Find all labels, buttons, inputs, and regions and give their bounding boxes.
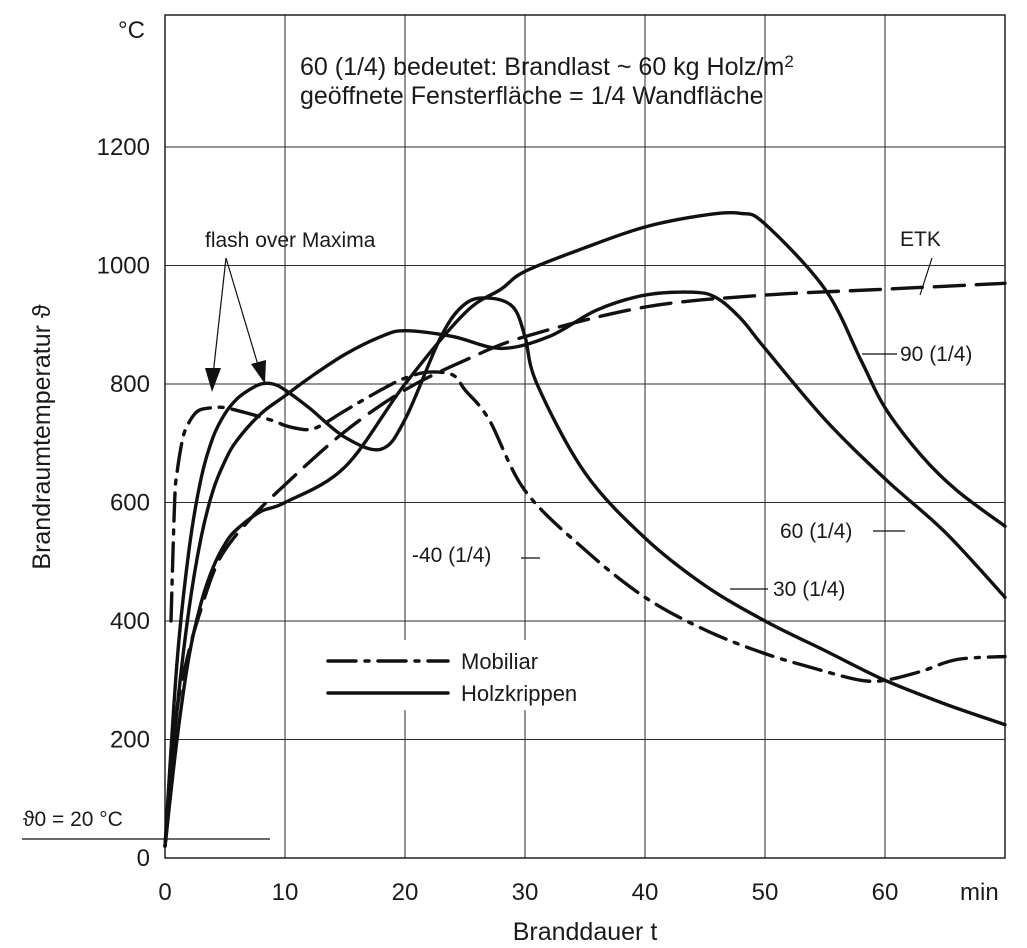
y-tick-label: 0 [137, 845, 150, 872]
flash-over-arrowhead-1 [205, 368, 221, 392]
x-axis-title: Branddauer t [513, 918, 658, 946]
plot-frame [164, 14, 1006, 859]
flash-over-label: flash over Maxima [205, 229, 376, 252]
series-layer [163, 210, 1007, 848]
series-line-60-1-4 [163, 290, 1007, 848]
x-tick-label: 50 [752, 879, 779, 906]
y-tick-label: 400 [110, 608, 150, 635]
etk-label: ETK [900, 228, 941, 251]
label-60: 60 (1/4) [780, 520, 852, 543]
x-tick-label: 10 [272, 879, 299, 906]
x-unit-label: min [960, 879, 999, 906]
legend-background [318, 640, 618, 710]
y-unit-label: °C [118, 17, 145, 44]
y-tick-label: 200 [110, 727, 150, 754]
legend-label-holzkrippen: Holzkrippen [461, 681, 577, 706]
x-tick-label: 20 [392, 879, 419, 906]
label-30: 30 (1/4) [773, 578, 845, 601]
label-40: -40 (1/4) [412, 544, 491, 567]
series-line-90-1-4 [163, 210, 1007, 848]
legend-label-mobiliar: Mobiliar [461, 649, 538, 674]
x-tick-label: 0 [158, 879, 171, 906]
series-line-etk [163, 281, 1007, 848]
y-tick-label: 800 [110, 371, 150, 398]
etk-leader [919, 257, 933, 296]
legend: Mobiliar Holzkrippen [318, 640, 618, 710]
series-line-40-1-4 [169, 370, 1007, 684]
x-tick-label: 60 [872, 879, 899, 906]
x-tick-label: 30 [512, 879, 539, 906]
y-tick-label: 1000 [97, 253, 150, 280]
flash-over-annotation: flash over Maxima [205, 229, 376, 392]
x-tick-label: 40 [632, 879, 659, 906]
grid-layer [165, 15, 1005, 858]
flash-over-arrowhead-2 [251, 360, 266, 384]
y-axis-title: Brandraumtemperatur ϑ [28, 304, 56, 570]
title-line-1: 60 (1/4) bedeutet: Brandlast ~ 60 kg Hol… [300, 52, 794, 81]
label-90: 90 (1/4) [900, 343, 972, 366]
y-tick-label: 600 [110, 490, 150, 517]
reference-line-label: ϑ0 = 20 °C [23, 808, 123, 831]
title-line-2: geöffnete Fensterfläche = 1/4 Wandfläche [300, 82, 764, 110]
series-line-30-1-4 [163, 296, 1007, 848]
y-tick-label: 1200 [97, 134, 150, 161]
